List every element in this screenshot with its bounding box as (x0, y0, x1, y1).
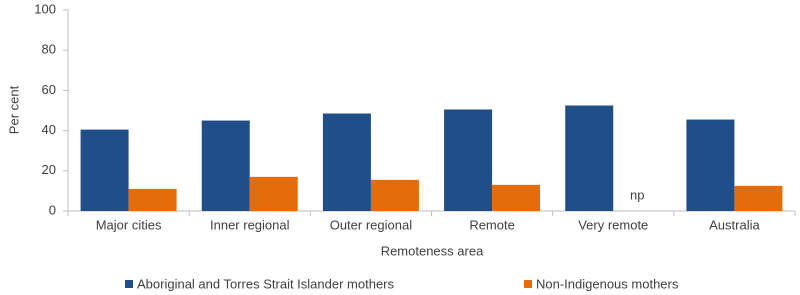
bar (492, 184, 541, 211)
bar (249, 176, 298, 211)
x-tick-label: Remote (469, 217, 515, 232)
bar (322, 113, 371, 211)
legend-swatch (125, 280, 133, 288)
bar (734, 185, 783, 211)
x-tick-label: Outer regional (330, 217, 412, 232)
y-tick-label: 40 (42, 122, 56, 137)
value-label: np (630, 187, 644, 202)
bar (201, 120, 250, 211)
bar (444, 109, 493, 211)
x-tick-label: Australia (709, 217, 760, 232)
bar (686, 119, 735, 211)
y-tick-label: 60 (42, 82, 56, 97)
y-tick-label: 20 (42, 162, 56, 177)
bar (370, 179, 419, 211)
legend-label: Aboriginal and Torres Strait Islander mo… (137, 276, 394, 291)
y-axis-title: Per cent (6, 85, 21, 134)
x-tick-label: Inner regional (210, 217, 290, 232)
bar (80, 129, 129, 211)
y-tick-label: 0 (49, 202, 56, 217)
bar (128, 188, 177, 211)
x-tick-label: Major cities (96, 217, 162, 232)
x-axis-title: Remoteness area (381, 243, 484, 258)
legend-swatch (524, 280, 532, 288)
legend-label: Non-Indigenous mothers (536, 276, 679, 291)
bar (565, 105, 614, 211)
y-tick-label: 80 (42, 42, 56, 57)
x-tick-label: Very remote (578, 217, 648, 232)
y-tick-label: 100 (34, 1, 56, 16)
